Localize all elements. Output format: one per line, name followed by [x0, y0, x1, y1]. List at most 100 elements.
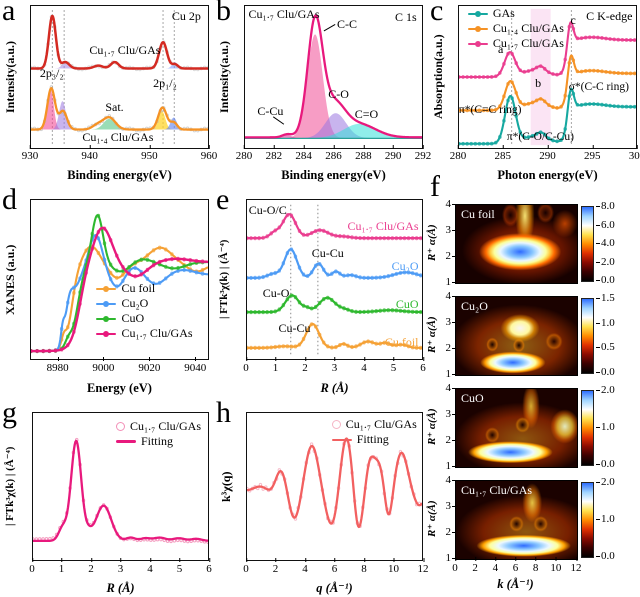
tick-label: 300	[629, 145, 640, 162]
series-marker-Cu17-CluGAs	[91, 247, 93, 250]
series-marker-Cu17-CluGAs	[515, 62, 517, 65]
tick-label: 0.5	[596, 341, 615, 354]
series-marker-Cu2O	[290, 248, 292, 251]
series-marker-Cu2O	[327, 273, 329, 276]
series-marker-Cu-foil	[318, 333, 320, 336]
x-axis-label-e: R (Å)	[320, 381, 349, 395]
series-marker-Cu2O	[189, 269, 191, 272]
series-marker-GAs	[576, 103, 578, 106]
series-marker-Cu17-CluGAs	[359, 236, 361, 239]
series-marker-Cu2O	[103, 258, 105, 261]
series-marker-CuO	[258, 311, 260, 314]
series-marker-Cu2O	[79, 277, 81, 280]
series-marker-Cu-foil	[298, 343, 300, 346]
tick-label: 4	[445, 198, 456, 210]
series-marker-Cu2O	[254, 276, 256, 279]
annotation-satellite: Sat.	[105, 99, 124, 114]
series-marker-Cu17-CluGAs	[544, 67, 546, 70]
colorbar-ticks-f3: 2.0 1.0 0.0	[595, 384, 637, 470]
series-marker-Cu17-CluGAs	[122, 265, 124, 268]
legend-label: Cu₂O	[121, 296, 149, 311]
series-marker-Cu2O	[411, 272, 413, 275]
chart-g-rspace-fit	[33, 413, 208, 560]
series-marker-Cu-foil	[331, 346, 333, 349]
tick-label: 9000	[92, 357, 115, 374]
series-marker-Cu14-CluGAs	[482, 109, 484, 112]
annotation-2p32: 2p₃/₂	[39, 65, 64, 80]
chart-b-c1s	[245, 6, 422, 148]
series-marker-Cu-foil	[415, 346, 417, 349]
series-marker-CuO	[339, 305, 341, 308]
series-marker-Cu17-CluGAs	[31, 349, 32, 352]
series-marker-Cu-foil	[67, 326, 69, 329]
series-marker-Cu17-CluGAs	[355, 236, 357, 239]
heatmap-cu17: Cu₁.₇ Clu/GAs	[455, 480, 578, 560]
tick-label: 282	[265, 145, 283, 162]
tick-label: 284	[295, 145, 312, 162]
series-marker-GAs	[597, 103, 599, 106]
series-marker-Cu17-CluGAs	[254, 237, 256, 240]
series-marker-Cu2O	[387, 275, 389, 278]
series-label-cu14: Cu₁.₄ Clu/GAs	[82, 129, 154, 144]
series-label-cuo: CuO	[395, 296, 419, 311]
series-line-Cu17-CluGAs	[31, 16, 208, 68]
series-marker-CuO	[177, 266, 179, 269]
series-marker-Cu-foil	[152, 249, 154, 252]
plot-area-h: Cu₁.₇ Clu/GAs Fitting	[246, 412, 423, 561]
series-marker-Cu-foil	[371, 341, 373, 344]
series-marker-CuO	[363, 310, 365, 313]
series-marker-Cu17-CluGAs	[584, 36, 586, 39]
panel-letter-g: g	[2, 396, 17, 429]
series-marker-Cu-foil	[262, 346, 264, 349]
series-marker-CuO	[343, 307, 345, 310]
tick-label: 4	[302, 558, 308, 575]
series-marker-Cu17-CluGAs	[531, 68, 533, 71]
series-marker-CuO	[298, 301, 300, 304]
series-marker-Cu17-CluGAs	[379, 237, 381, 240]
colorbar-cu17	[581, 482, 594, 558]
legend-circle-marker	[331, 420, 341, 430]
legend-item-gas: GAs	[467, 6, 564, 21]
series-marker-Cu17-CluGAs	[258, 237, 260, 240]
series-marker-GAs	[625, 105, 627, 108]
series-marker-Cu14-CluGAs	[568, 62, 570, 65]
series-marker-Cu17-CluGAs	[171, 257, 173, 260]
subpanel-label: CuO	[461, 391, 484, 405]
series-marker-Cu17-CluGAs	[128, 272, 130, 275]
series-marker-GAs	[629, 105, 631, 108]
tick-label: 1.0	[596, 421, 615, 433]
x-axis-label-d: Energy (eV)	[87, 381, 152, 395]
series-marker-CuO	[67, 335, 69, 338]
series-marker-Cu14-CluGAs	[503, 95, 505, 98]
panel-e: e | FTk³χ(k) | (Å⁻⁴) Cu-O/C Cu-Cu Cu-O C…	[214, 183, 428, 400]
series-marker-Cu17-CluGAs	[621, 38, 623, 41]
series-marker-Cu2O	[152, 282, 154, 285]
legend-c: GAs Cu₁.₄ Clu/GAs Cu₁.₇ Clu/GAs	[467, 6, 564, 51]
series-marker-Cu14-CluGAs	[519, 101, 521, 104]
series-marker-Cu17-CluGAs	[556, 73, 558, 76]
series-marker-CuO	[351, 309, 353, 312]
legend-label: CuO	[121, 311, 145, 326]
series-marker-Cu-foil	[254, 346, 256, 349]
wavelet-contour-cu2o	[456, 297, 577, 375]
series-marker-Cu17-CluGAs	[140, 273, 142, 276]
tick-label: 3	[445, 316, 456, 328]
series-label-cu17: Cu₁.₇ Clu/GAs	[89, 42, 161, 57]
panel-letter-d: d	[2, 183, 17, 216]
panel-f: f R⁺ α(Å) 4 3 2 1 Cu foil 8.0 6.0 4.0 2.0 0.0 R…	[426, 170, 640, 597]
series-marker-CuO	[379, 309, 381, 312]
series-marker-Cu2O	[158, 281, 160, 284]
legend-circle-marker	[115, 421, 125, 431]
series-marker-Cu17-CluGAs	[391, 237, 393, 240]
series-marker-CuO	[262, 311, 264, 314]
series-marker-Cu14-CluGAs	[544, 100, 546, 103]
series-label-cu17: Cu₁.₇ Clu/GAs	[347, 219, 419, 234]
series-marker-Cu14-CluGAs	[601, 70, 603, 73]
series-marker-Cu14-CluGAs	[459, 109, 460, 112]
series-line-Cu14-CluGAs	[31, 88, 208, 129]
plot-area-a: Cu 2p Cu₁.₇ Clu/GAs 2p₃/₂ 2p₁/₂ Sat. Cu₁…	[30, 5, 209, 149]
chart-a-cu2p	[31, 6, 208, 148]
tick-label: 6	[206, 558, 212, 575]
series-marker-Cu17-CluGAs	[290, 214, 292, 217]
